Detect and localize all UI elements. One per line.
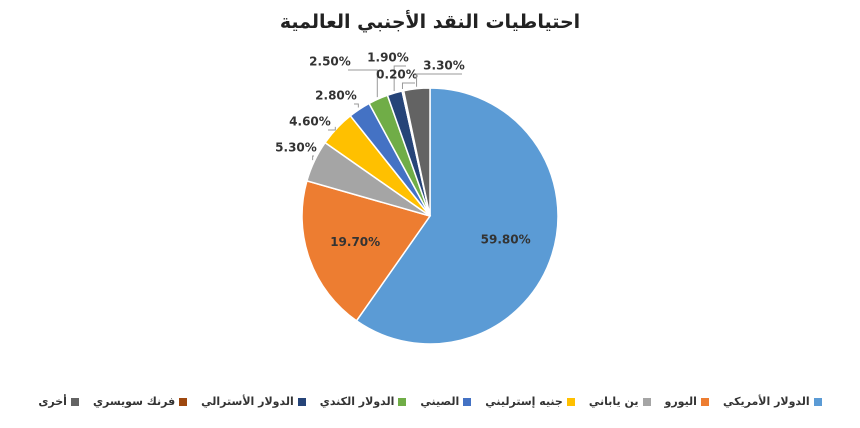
- leader-line: [416, 73, 462, 87]
- legend-swatch: [463, 397, 472, 406]
- leader-line: [348, 69, 378, 98]
- legend-swatch: [70, 397, 79, 406]
- legend-label: الصيني: [420, 395, 460, 408]
- legend-item: الدولار الأمريكي: [723, 395, 822, 408]
- legend-item: فرنك سويسري: [92, 395, 188, 408]
- legend-label: اليورو: [664, 395, 697, 408]
- data-label: 5.30%: [275, 141, 317, 155]
- legend-swatch: [566, 397, 575, 406]
- data-label: 2.50%: [309, 55, 351, 69]
- legend-item: أخرى: [38, 395, 79, 408]
- leader-line: [312, 155, 314, 161]
- chart-title: احتياطيات النقد الأجنبي العالمية: [280, 10, 580, 33]
- pie-slice: [355, 87, 559, 345]
- legend-item: الدولار الكندي: [320, 395, 407, 408]
- legend-swatch: [642, 397, 651, 406]
- pie-slice: [402, 87, 431, 217]
- data-label: 1.90%: [367, 51, 409, 65]
- legend: الدولار الأمريكي اليورو ين ياباني جنيه إستر…: [0, 395, 860, 408]
- legend-item: اليورو: [665, 395, 709, 408]
- data-label: 4.60%: [289, 115, 331, 129]
- legend-item: الصيني: [420, 395, 472, 408]
- legend-swatch: [700, 397, 709, 406]
- legend-label: الدولار الأمريكي: [722, 395, 810, 408]
- legend-swatch: [398, 397, 407, 406]
- legend-swatch: [297, 397, 306, 406]
- data-label: 59.80%: [481, 232, 531, 246]
- legend-swatch: [179, 397, 188, 406]
- leader-line: [393, 65, 406, 92]
- leader-line: [328, 126, 336, 131]
- legend-label: الدولار الكندي: [319, 395, 395, 408]
- legend-item: جنيه إسترليني: [485, 395, 575, 408]
- legend-label: ين ياباني: [588, 395, 639, 408]
- legend-label: الدولار الأسترالي: [201, 395, 294, 408]
- data-label: 19.70%: [330, 235, 380, 249]
- legend-item: ين ياباني: [589, 395, 651, 408]
- legend-label: جنيه إسترليني: [485, 395, 563, 408]
- leader-line: [401, 82, 415, 89]
- leader-line: [354, 103, 359, 108]
- data-label: 0.20%: [376, 68, 418, 82]
- chart: احتياطيات النقد الأجنبي العالمية 59.80% 1…: [275, 10, 580, 345]
- legend-label: أخرى: [38, 395, 67, 408]
- legend-label: فرنك سويسري: [92, 395, 176, 408]
- legend-swatch: [813, 397, 822, 406]
- pie-slice: [301, 179, 432, 322]
- data-label: 3.30%: [423, 59, 465, 73]
- legend-item: الدولار الأسترالي: [201, 395, 306, 408]
- data-label: 2.80%: [315, 89, 357, 103]
